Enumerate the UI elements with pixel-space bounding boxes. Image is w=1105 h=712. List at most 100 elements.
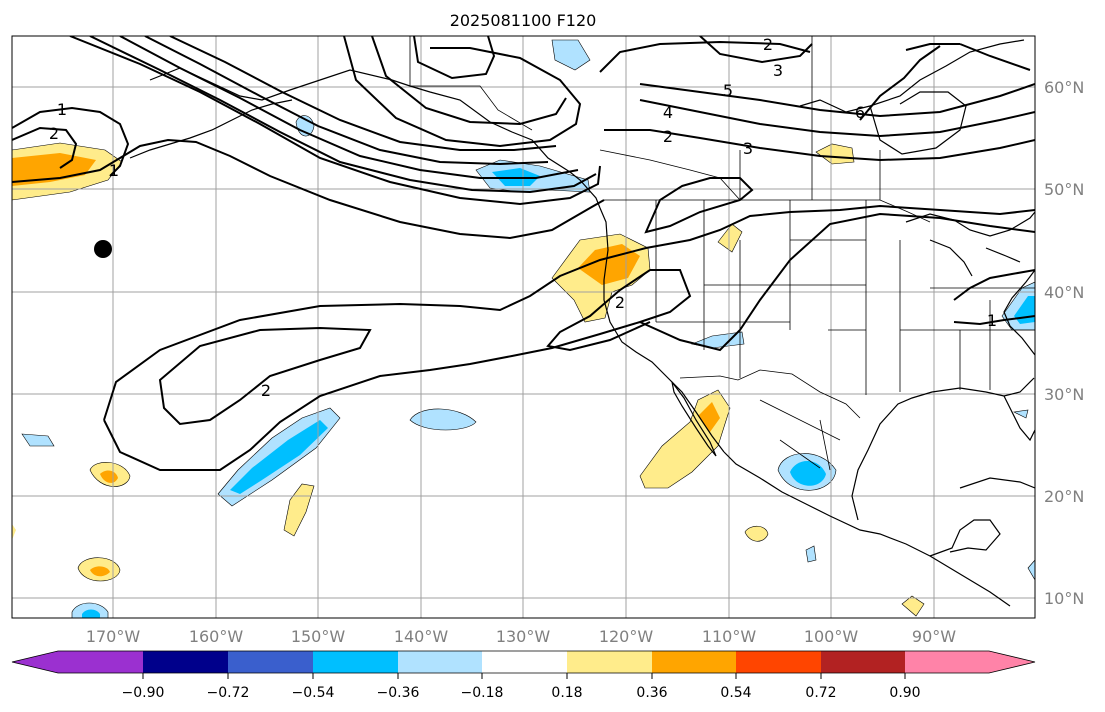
contour-line: [343, 36, 582, 148]
contour-line: [699, 36, 813, 64]
contour-label: 1: [57, 100, 67, 119]
colorbar-segment: [736, 651, 821, 673]
lat-label: 60°N: [1044, 78, 1084, 97]
colorbar-label: 0.18: [551, 685, 582, 701]
cuba-coast: [959, 477, 1035, 489]
contour-label: 2: [261, 381, 271, 400]
colorbar-segment: [821, 651, 905, 673]
colorbar-segment: [228, 651, 313, 673]
great-lakes: [905, 211, 1035, 277]
lon-label: 110°W: [702, 627, 757, 646]
colorbar-label: −0.54: [292, 685, 335, 701]
map-title: 2025081100 F120: [450, 11, 597, 30]
us-mexico-border: [679, 369, 861, 419]
contour-label: 3: [743, 139, 753, 158]
contour-label: 2: [663, 127, 673, 146]
contour-line: [103, 204, 1035, 421]
contour-line: [12, 138, 605, 240]
lat-label: 10°N: [1044, 589, 1084, 608]
anomaly-shading: [901, 595, 925, 617]
colorbar-ticks: [142, 673, 906, 679]
lon-label: 90°W: [912, 627, 956, 646]
lat-label: 20°N: [1044, 487, 1084, 506]
lat-label: 30°N: [1044, 385, 1084, 404]
lon-label: 140°W: [394, 627, 449, 646]
location-marker: [94, 240, 112, 258]
colorbar-segment: [313, 651, 398, 673]
us-state-lines: [655, 200, 1035, 395]
lon-label: 150°W: [291, 627, 346, 646]
aleutian-islands: [129, 99, 293, 159]
contour-line: [158, 326, 372, 426]
colorbar-label: 0.90: [889, 685, 920, 701]
colorbar-label: −0.36: [377, 685, 420, 701]
lon-label: 100°W: [804, 627, 859, 646]
hudson-bay: [869, 91, 967, 155]
colorbar-label: −0.90: [122, 685, 165, 701]
anomaly-shading: [1027, 559, 1035, 581]
anomaly-shading: [90, 566, 110, 577]
anomaly-shading: [805, 545, 817, 563]
contour-line: [639, 212, 1035, 352]
contour-line: [604, 129, 1035, 162]
baja-california: [671, 381, 717, 457]
contour-line: [639, 99, 1035, 138]
canada-province-lines: [599, 36, 881, 201]
graticule: [12, 36, 1035, 618]
lon-label: 170°W: [86, 627, 141, 646]
contour-line: [12, 126, 78, 169]
longitude-labels: 170°W 160°W 150°W 140°W 130°W 120°W 110°…: [86, 627, 956, 646]
contour-line: [371, 36, 567, 126]
colorbar-segment: [398, 651, 482, 673]
contour-line: [144, 36, 549, 166]
contour-line: [103, 269, 692, 471]
lon-label: 120°W: [599, 627, 654, 646]
latitude-labels: 60°N 50°N 40°N 30°N 20°N 10°N: [1044, 78, 1084, 608]
colorbar-segment: [567, 651, 652, 673]
colorbar-segment: [58, 651, 143, 673]
contour-line: [119, 36, 579, 179]
anomaly-shading: [744, 525, 769, 542]
lon-label: 160°W: [189, 627, 244, 646]
contour-line: [69, 36, 601, 206]
contour-line: [89, 36, 597, 194]
contour-label: 6: [855, 103, 865, 122]
contour-line: [12, 106, 130, 177]
colorbar-segment: [905, 651, 989, 673]
alaska-canada-border: [409, 36, 533, 131]
canada-coast: [799, 39, 1025, 113]
colorbar-label: −0.72: [207, 685, 250, 701]
anomaly-shading: [1013, 409, 1029, 419]
coastlines: [129, 39, 1035, 607]
contour-label: 2: [49, 124, 59, 143]
contour-label: 1: [987, 311, 997, 330]
lon-label: 130°W: [496, 627, 551, 646]
map-panel: 1 2 1 2 2 3 4 5 6 2 3 2 1: [11, 35, 1036, 619]
east-coast: [1003, 269, 1035, 356]
colorbar-segment: [989, 651, 1035, 673]
lat-label: 40°N: [1044, 283, 1084, 302]
contour-labels: 1 2 1 2 2 3 4 5 6 2 3 2 1: [49, 36, 997, 400]
contour-label: 3: [773, 61, 783, 80]
lat-label: 50°N: [1044, 180, 1084, 199]
contour-line: [644, 177, 754, 234]
contour-label: 2: [615, 293, 625, 312]
mexico-state-lines: [759, 399, 841, 471]
anomaly-shading: [12, 153, 96, 186]
shaded-field: [12, 39, 1035, 618]
anomaly-shading: [21, 433, 55, 447]
anomaly-shading: [698, 402, 720, 432]
anomaly-shading: [551, 39, 591, 71]
florida-coast: [1003, 395, 1035, 442]
west-coast: [599, 207, 725, 453]
anomaly-shading: [230, 420, 328, 494]
anomaly-shading: [12, 524, 16, 540]
colorbar-label: −0.18: [461, 685, 504, 701]
colorbar-segment: [143, 651, 228, 673]
yucatan-coast: [929, 519, 1001, 557]
colorbar-outline: [11, 650, 1036, 674]
colorbar-segment: [482, 651, 567, 673]
anomaly-shading: [790, 461, 826, 486]
colorbar-segment: [12, 651, 58, 673]
